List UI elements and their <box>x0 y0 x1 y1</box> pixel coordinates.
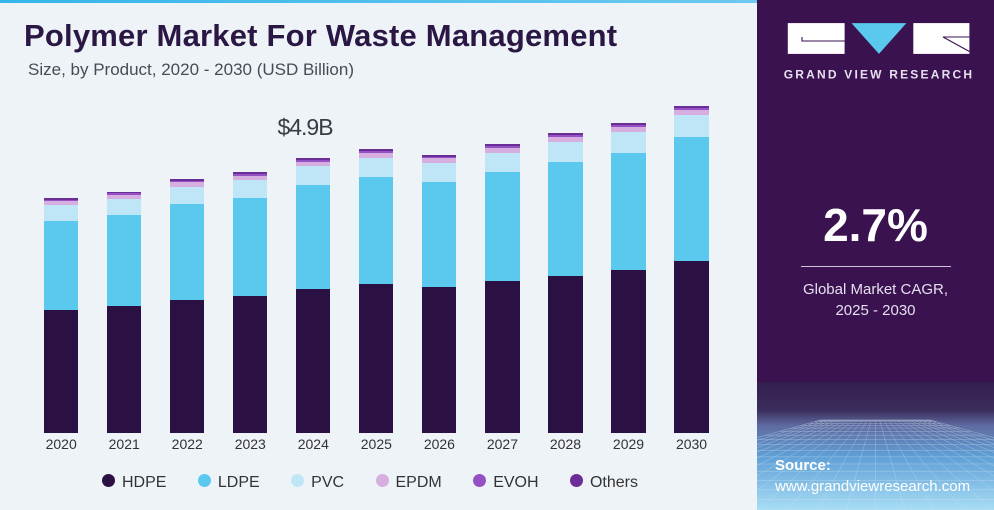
svg-text:GRAND VIEW RESEARCH: GRAND VIEW RESEARCH <box>784 68 974 82</box>
